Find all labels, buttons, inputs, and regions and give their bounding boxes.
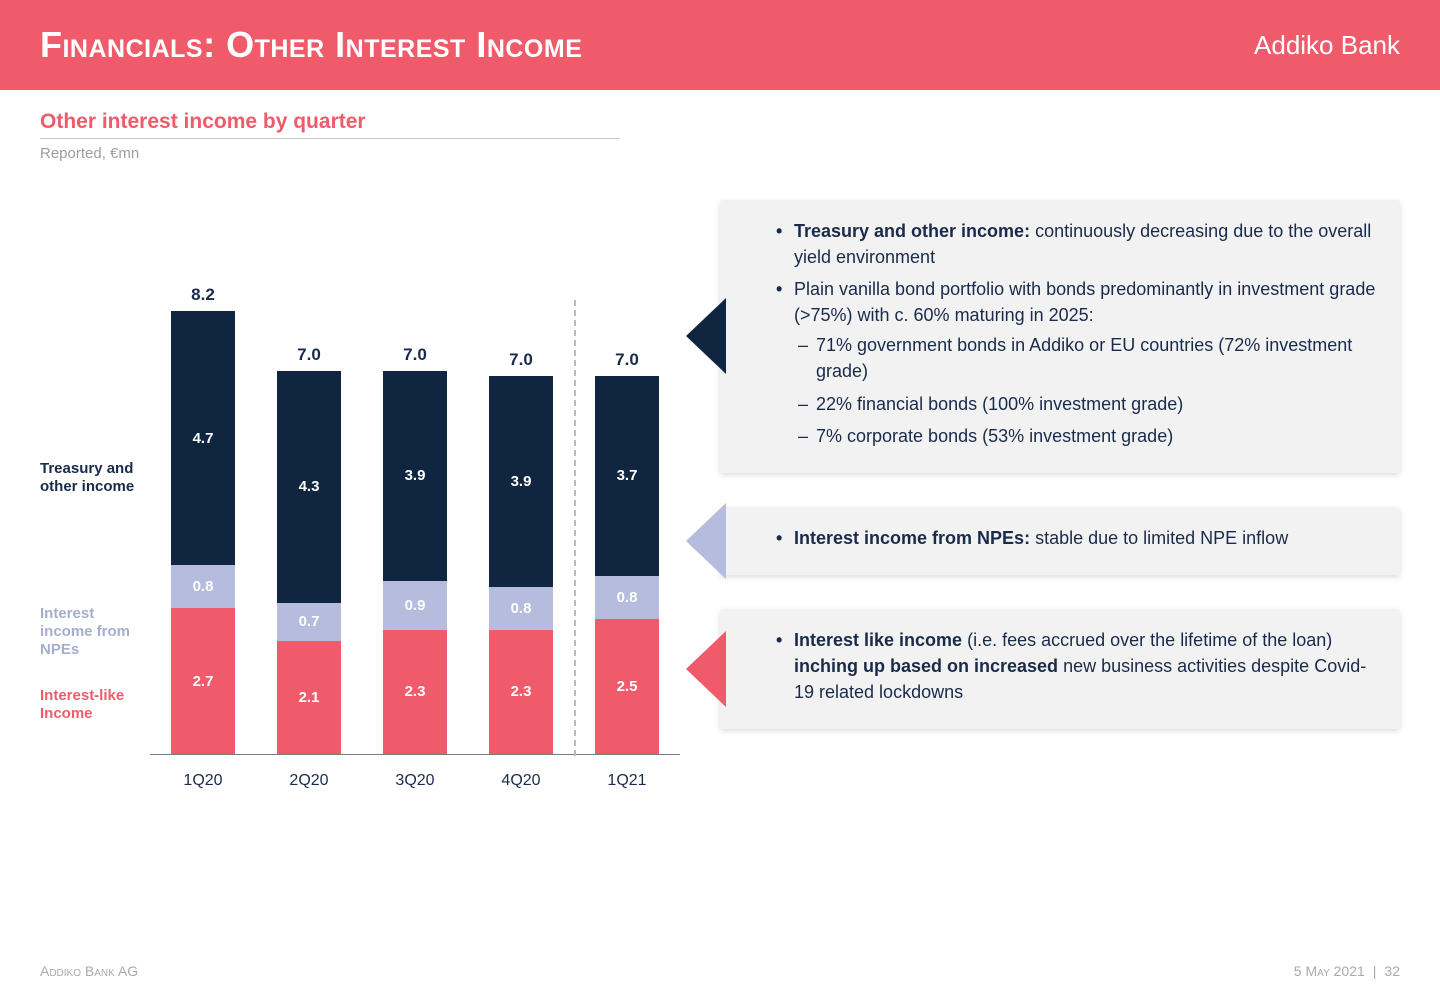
bar-segment-treasury: 4.7	[171, 311, 235, 565]
callout-sublist: 71% government bonds in Addiko or EU cou…	[794, 332, 1376, 448]
x-axis-labels: 1Q202Q203Q204Q201Q21	[150, 772, 680, 790]
callout-list: Interest like income (i.e. fees accrued …	[776, 627, 1376, 705]
content-area: Other interest income by quarter Reporte…	[40, 110, 1400, 937]
brand-logo-text: Addiko Bank	[1254, 30, 1400, 61]
bar-slot: 7.0 4.30.72.1	[256, 160, 362, 754]
footer-sep: |	[1373, 963, 1377, 979]
x-axis-label: 4Q20	[468, 772, 574, 790]
callout-marker-icon	[686, 298, 726, 374]
bar-segment-interest_like: 2.3	[383, 630, 447, 754]
bar-stack: 3.90.92.3	[383, 371, 447, 754]
callout-marker-icon	[686, 503, 726, 579]
bar-stack: 3.70.82.5	[595, 376, 659, 754]
slide-footer: Addiko Bank AG 5 May 2021 | 32	[40, 963, 1400, 979]
chart-plot: 8.24.70.82.77.04.30.72.17.03.90.92.37.03…	[150, 160, 680, 800]
bar-stack: 4.30.72.1	[277, 371, 341, 754]
bar-total-label: 7.0	[297, 345, 321, 365]
header-bar: Financials: Other Interest Income Addiko…	[0, 0, 1440, 90]
bar-total-label: 7.0	[615, 350, 639, 370]
x-axis-label: 1Q20	[150, 772, 256, 790]
bar-segment-interest_like: 2.5	[595, 619, 659, 754]
callout-item: Interest income from NPEs: stable due to…	[776, 525, 1376, 551]
bar-segment-treasury: 3.7	[595, 376, 659, 576]
callout-marker-icon	[686, 631, 726, 707]
bars-container: 8.24.70.82.77.04.30.72.17.03.90.92.37.03…	[150, 160, 680, 754]
bar-segment-treasury: 3.9	[383, 371, 447, 582]
bar-slot: 7.0 3.90.92.3	[362, 160, 468, 754]
callout-item: Interest like income (i.e. fees accrued …	[776, 627, 1376, 705]
series-label: Interest-like Income	[40, 687, 150, 723]
bar-total-label: 8.2	[191, 285, 215, 305]
callout-item: Plain vanilla bond portfolio with bonds …	[776, 276, 1376, 449]
bar-segment-npe: 0.8	[489, 587, 553, 630]
bar-segment-treasury: 4.3	[277, 371, 341, 603]
x-axis-label: 1Q21	[574, 772, 680, 790]
bar-slot: 7.0 3.70.82.5	[574, 160, 680, 754]
footer-date: 5 May 2021	[1294, 963, 1365, 979]
x-axis-label: 3Q20	[362, 772, 468, 790]
section-header: Other interest income by quarter	[40, 110, 620, 139]
bar-segment-treasury: 3.9	[489, 376, 553, 587]
chart-baseline	[150, 754, 680, 755]
callout-subitem: 22% financial bonds (100% investment gra…	[794, 391, 1376, 417]
x-axis-label: 2Q20	[256, 772, 362, 790]
bar-stack: 3.90.82.3	[489, 376, 553, 754]
series-label: Treasury and other income	[40, 460, 150, 496]
bar-segment-npe: 0.9	[383, 581, 447, 630]
callout-list: Interest income from NPEs: stable due to…	[776, 525, 1376, 551]
series-label: Interest income from NPEs	[40, 605, 150, 659]
slide: Financials: Other Interest Income Addiko…	[0, 0, 1440, 997]
bar-segment-npe: 0.8	[171, 565, 235, 608]
bar-stack: 4.70.82.7	[171, 311, 235, 754]
page-title: Financials: Other Interest Income	[40, 24, 582, 66]
bar-segment-npe: 0.7	[277, 603, 341, 641]
bar-segment-interest_like: 2.7	[171, 608, 235, 754]
stacked-bar-chart: Treasury and other income Interest income…	[40, 160, 680, 800]
bar-segment-interest_like: 2.1	[277, 641, 341, 754]
callout-subitem: 7% corporate bonds (53% investment grade…	[794, 423, 1376, 449]
footer-right: 5 May 2021 | 32	[1294, 963, 1400, 979]
section-subtitle: Other interest income by quarter	[40, 110, 620, 134]
period-divider	[574, 300, 576, 756]
bar-slot: 7.0 3.90.82.3	[468, 160, 574, 754]
footer-page: 32	[1384, 963, 1400, 979]
callouts-column: Treasury and other income: continuously …	[720, 200, 1400, 763]
callout-list: Treasury and other income: continuously …	[776, 218, 1376, 449]
callout-item: Treasury and other income: continuously …	[776, 218, 1376, 270]
callout-box: Interest income from NPEs: stable due to…	[720, 507, 1400, 575]
bar-total-label: 7.0	[403, 345, 427, 365]
bar-slot: 8.2 4.70.82.7	[150, 160, 256, 754]
bar-total-label: 7.0	[509, 350, 533, 370]
callout-subitem: 71% government bonds in Addiko or EU cou…	[794, 332, 1376, 384]
callout-box: Treasury and other income: continuously …	[720, 200, 1400, 473]
callout-box: Interest like income (i.e. fees accrued …	[720, 609, 1400, 729]
bar-segment-interest_like: 2.3	[489, 630, 553, 754]
footer-company: Addiko Bank AG	[40, 963, 138, 979]
bar-segment-npe: 0.8	[595, 576, 659, 619]
